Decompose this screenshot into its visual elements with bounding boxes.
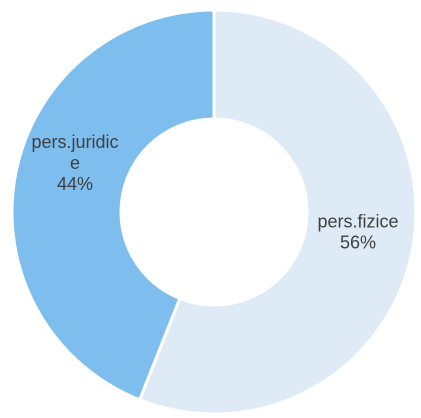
slice-label-line: pers.juridic <box>31 132 118 152</box>
slice-label-pers-juridice: pers.juridic e 44% <box>31 132 118 194</box>
slice-pers-fizice <box>138 8 418 416</box>
slice-pers-juridice <box>10 8 216 402</box>
slice-label-line: 44% <box>57 174 93 194</box>
slice-label-line: pers.fizice <box>317 212 398 232</box>
slice-label-line: 56% <box>340 233 376 253</box>
donut-slices <box>10 8 418 416</box>
slice-label-line: e <box>70 153 80 173</box>
donut-labels: pers.fizice 56% pers.juridic e 44% <box>31 132 398 253</box>
slice-label-pers-fizice: pers.fizice 56% <box>317 212 398 253</box>
